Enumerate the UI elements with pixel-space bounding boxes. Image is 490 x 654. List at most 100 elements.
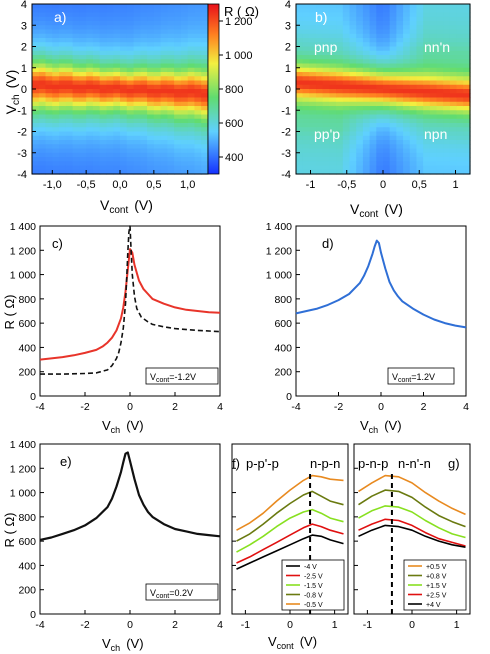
heat-cell [52, 165, 60, 171]
xtick-label: 2 [172, 619, 178, 631]
heat-cell [167, 169, 175, 175]
ytick-label: 800 [274, 294, 292, 306]
heat-cell [463, 152, 471, 158]
heat-cell [99, 101, 108, 107]
heat-cell [309, 59, 317, 65]
heat-cell [32, 25, 40, 31]
heat-cell [92, 135, 101, 141]
heat-cell [65, 161, 74, 167]
heat-cell [32, 97, 40, 103]
heat-cell [38, 16, 47, 22]
heat-cell [32, 4, 40, 9]
heat-cell [342, 4, 351, 9]
heat-cell [140, 165, 148, 171]
heat-cell [32, 72, 40, 77]
heat-cell [322, 33, 331, 39]
heatmap-b [296, 4, 471, 175]
heat-cell [336, 33, 344, 39]
heat-cell [316, 140, 324, 145]
heat-cell [65, 46, 74, 52]
heat-cell [187, 80, 196, 86]
heat-cell [429, 76, 438, 82]
heat-cell [180, 161, 189, 167]
heat-cell [416, 140, 424, 145]
ytick-label: -1 [281, 105, 291, 117]
heat-cell [153, 29, 162, 35]
heat-cell [309, 21, 317, 26]
heat-cell [456, 144, 464, 150]
heat-cell [140, 59, 148, 65]
heat-cell [429, 25, 438, 31]
heat-cell [126, 93, 135, 99]
heat-cell [72, 59, 80, 65]
heat-cell [153, 55, 162, 60]
heat-cell [409, 97, 418, 103]
heat-cell [147, 161, 155, 167]
heat-cell [376, 127, 384, 133]
heat-cell [309, 84, 317, 90]
series-f-4 [236, 474, 344, 531]
heat-cell [463, 135, 471, 141]
heat-cell [336, 84, 344, 90]
heat-cell [436, 118, 444, 124]
heat-cell [194, 127, 202, 133]
heat-cell [153, 63, 162, 69]
heat-cell [45, 4, 53, 9]
heat-cell [126, 29, 135, 35]
heat-cell [106, 131, 114, 137]
heat-cell [309, 67, 317, 73]
ytick-label: 1 400 [266, 221, 292, 233]
heat-cell [187, 114, 196, 120]
heat-cell [456, 67, 464, 73]
heat-cell [322, 46, 331, 52]
heat-cell [342, 161, 351, 167]
heat-cell [309, 131, 317, 137]
heat-cell [99, 80, 108, 86]
heat-cell [59, 55, 67, 60]
heat-cell [329, 135, 337, 141]
heat-cell [133, 157, 141, 162]
heat-cell [72, 46, 80, 52]
heat-cell [160, 4, 168, 9]
heat-cell [167, 161, 175, 167]
heat-cell [38, 165, 47, 171]
series-black [39, 451, 221, 541]
heat-cell [99, 42, 108, 48]
heat-cell [86, 21, 94, 26]
heat-cell [86, 67, 94, 73]
heat-cell [92, 12, 101, 18]
heat-cell [59, 110, 67, 116]
heat-cell [463, 16, 471, 22]
xtick-label: 0 [127, 619, 133, 631]
heat-cell [99, 29, 108, 35]
heat-cell [329, 4, 337, 9]
heat-cell [167, 89, 175, 94]
heat-cell [113, 84, 121, 90]
heat-cell [38, 157, 47, 162]
heat-cell [342, 127, 351, 133]
heat-cell [443, 59, 451, 65]
heat-cell [153, 157, 162, 162]
heat-cell [436, 33, 444, 39]
heat-cell [120, 93, 128, 99]
heat-cell [376, 21, 384, 26]
ytick-label: -4 [17, 169, 27, 181]
heat-cell [376, 131, 384, 137]
heat-cell [423, 59, 431, 65]
heat-cell [456, 152, 464, 158]
heat-cell [329, 157, 337, 162]
heat-cell [309, 25, 317, 31]
heat-cell [187, 50, 196, 56]
heat-cell [167, 55, 175, 60]
heat-cell [147, 118, 155, 124]
heat-cell [45, 93, 53, 99]
heat-cell [429, 55, 438, 60]
heat-cell [369, 114, 377, 120]
heat-cell [436, 29, 444, 35]
heat-cell [349, 114, 357, 120]
heat-cell [443, 118, 451, 124]
heat-cell [336, 157, 344, 162]
